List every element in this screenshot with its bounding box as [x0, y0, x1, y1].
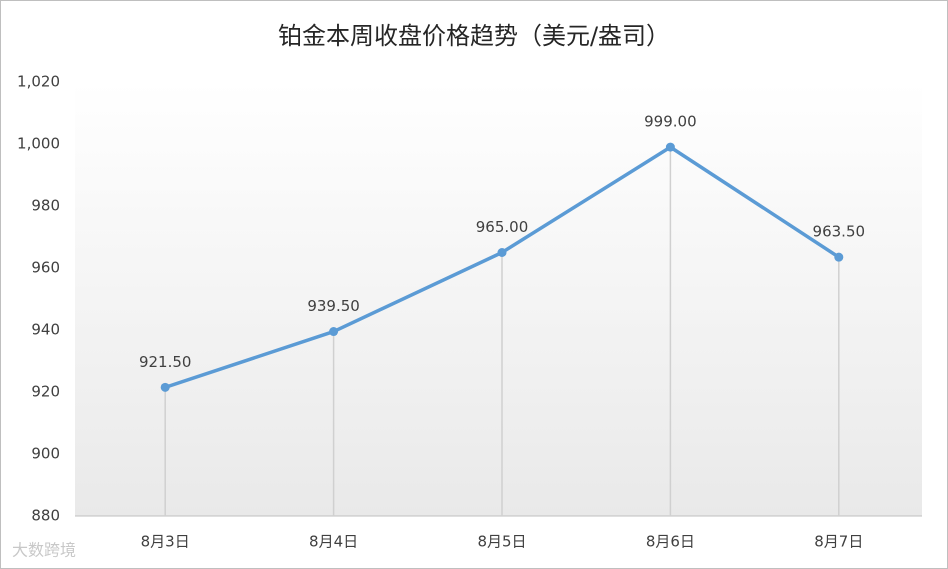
data-point — [834, 252, 844, 262]
data-label: 999.00 — [644, 113, 697, 131]
y-tick-label: 1,000 — [17, 135, 60, 153]
y-tick-label: 980 — [31, 197, 60, 215]
data-point — [329, 327, 339, 337]
watermark: 大数跨境 — [12, 541, 76, 560]
data-point — [497, 248, 507, 257]
x-tick-label: 8月6日 — [646, 533, 695, 551]
data-label: 963.50 — [813, 223, 866, 241]
y-tick-label: 920 — [31, 383, 60, 401]
data-label: 939.50 — [307, 297, 360, 315]
y-tick-label: 960 — [31, 259, 60, 277]
plot-area — [75, 82, 922, 516]
x-tick-label: 8月7日 — [814, 533, 863, 551]
y-tick-label: 880 — [31, 507, 60, 525]
y-tick-label: 940 — [31, 321, 60, 339]
y-tick-label: 900 — [31, 445, 60, 463]
y-tick-label: 1,020 — [17, 73, 60, 91]
x-tick-label: 8月3日 — [141, 533, 190, 551]
x-tick-label: 8月5日 — [477, 533, 526, 551]
data-point — [665, 142, 675, 152]
chart-title: 铂金本周收盘价格趋势（美元/盎司） — [278, 22, 670, 50]
x-tick-label: 8月4日 — [309, 533, 358, 551]
data-label: 921.50 — [139, 353, 192, 371]
data-label: 965.00 — [476, 218, 529, 236]
data-point — [160, 382, 170, 392]
